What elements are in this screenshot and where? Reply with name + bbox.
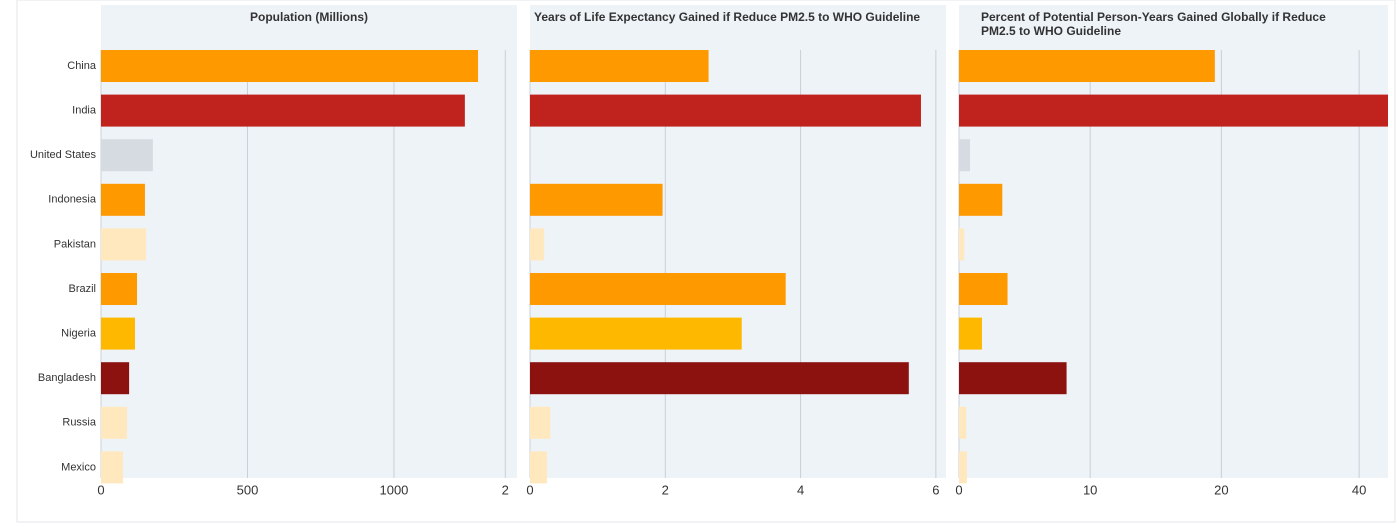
bar bbox=[530, 451, 547, 484]
bar bbox=[101, 451, 123, 484]
bar bbox=[959, 94, 1388, 127]
bar bbox=[530, 273, 786, 305]
x-tick-label: 2 bbox=[662, 482, 669, 497]
bar bbox=[959, 228, 965, 261]
bar bbox=[959, 273, 1008, 305]
bar bbox=[101, 94, 465, 127]
bar bbox=[101, 273, 138, 305]
category-label: Russia bbox=[62, 417, 97, 429]
panel-title: Years of Life Expectancy Gained if Reduc… bbox=[534, 10, 921, 24]
bar bbox=[101, 406, 128, 439]
category-label: Nigeria bbox=[61, 328, 97, 340]
bar bbox=[101, 362, 130, 395]
category-label: Indonesia bbox=[48, 194, 97, 206]
x-tick-label: 0 bbox=[955, 482, 962, 497]
bar bbox=[530, 317, 742, 350]
x-tick-label: 4 bbox=[797, 482, 804, 497]
bar bbox=[101, 50, 479, 82]
bar bbox=[959, 139, 971, 172]
bar bbox=[530, 183, 663, 216]
bar bbox=[959, 451, 967, 484]
panel-title: Population (Millions) bbox=[250, 10, 368, 24]
bar bbox=[530, 50, 709, 82]
x-tick-label: 0 bbox=[97, 482, 104, 497]
category-label: Mexico bbox=[61, 461, 96, 473]
x-tick-label: 1000 bbox=[379, 482, 408, 497]
bar bbox=[530, 228, 545, 261]
bar bbox=[101, 183, 145, 216]
bar bbox=[959, 406, 967, 439]
bar bbox=[959, 317, 982, 350]
x-tick-label: 6 bbox=[932, 482, 939, 497]
category-label: Brazil bbox=[68, 283, 96, 295]
category-label: Bangladesh bbox=[38, 372, 96, 384]
category-label: India bbox=[72, 105, 97, 117]
panel-background bbox=[530, 5, 946, 478]
x-tick-label: 10 bbox=[1083, 482, 1097, 497]
x-tick-label: 40 bbox=[1352, 482, 1366, 497]
x-tick-label: 500 bbox=[237, 482, 259, 497]
bar bbox=[959, 183, 1003, 216]
category-label: United States bbox=[30, 149, 97, 161]
bar bbox=[101, 139, 153, 172]
bar bbox=[101, 317, 135, 350]
x-tick-label: 20 bbox=[1214, 482, 1228, 497]
x-tick-label: 0 bbox=[526, 482, 533, 497]
bar bbox=[959, 50, 1215, 82]
category-label: Pakistan bbox=[54, 238, 96, 250]
x-tick-label: 2 bbox=[502, 482, 509, 497]
bar bbox=[530, 362, 909, 395]
bar bbox=[101, 228, 147, 261]
panel-background bbox=[101, 5, 517, 478]
bar bbox=[959, 362, 1067, 395]
bar bbox=[530, 406, 551, 439]
panel-title: Percent of Potential Person-Years Gained… bbox=[981, 10, 1326, 38]
category-label: China bbox=[67, 60, 97, 72]
panel-background bbox=[959, 5, 1388, 478]
bar bbox=[530, 94, 921, 127]
